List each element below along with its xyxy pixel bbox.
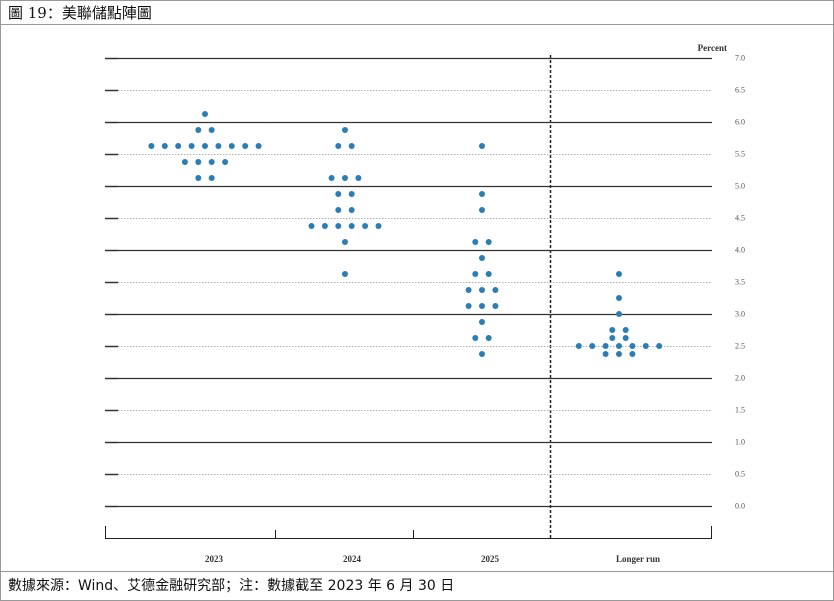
y-tick-label: 1.5 [735,405,745,414]
dot [485,335,492,341]
dot [465,287,472,293]
dot [485,239,492,245]
y-tick-label: 5.0 [735,181,745,190]
dot [175,143,182,149]
dot [589,343,596,349]
dot [222,159,229,165]
dot [616,311,622,317]
dot [629,351,636,357]
dot [609,327,616,333]
dot [472,271,479,277]
dot [479,303,485,309]
dot [335,143,342,149]
dot [242,143,249,149]
dot [602,343,609,349]
y-tick-label: 2.0 [735,373,745,382]
y-axis-label: Percent [698,43,727,53]
dot [348,143,355,149]
dot [492,303,499,309]
dot [202,143,208,149]
dot [616,295,622,301]
dot [148,143,155,149]
dot [195,159,202,165]
dot [609,335,616,341]
y-tick-label: 2.5 [735,341,745,350]
y-tick-label: 0.0 [735,501,745,510]
dot [181,159,188,165]
dot [348,223,355,229]
dot [479,143,485,149]
dot [479,191,485,197]
dot [195,127,202,133]
dot [616,271,622,277]
dot [622,327,629,333]
dot [485,271,492,277]
dot [348,207,355,213]
header: 圖 19：美聯儲點陣圖 [8,4,152,22]
y-tick-label: 1.0 [735,437,745,446]
x-tick-label: 2023 [205,554,224,564]
dot [656,343,663,349]
y-tick-label: 3.0 [735,309,745,318]
dot [616,351,622,357]
dot [355,175,362,181]
y-tick-label: 7.0 [735,53,745,62]
y-tick-label: 6.5 [735,85,745,94]
x-tick-label: 2024 [343,554,362,564]
x-tick-label: Longer run [616,554,660,564]
dot [335,207,342,213]
dot [479,351,485,357]
dot [575,343,582,349]
dot [335,223,342,229]
dot [208,175,215,181]
dot [308,223,315,229]
dot [616,343,622,349]
dot [208,127,215,133]
dot [479,319,485,325]
dot [479,255,485,261]
dot [228,143,235,149]
y-tick-label: 6.0 [735,117,745,126]
dot [195,175,202,181]
y-tick-label: 5.5 [735,149,745,158]
dot [465,303,472,309]
dot [328,175,335,181]
dot [335,191,342,197]
dot [321,223,328,229]
dot [161,143,168,149]
footer: 數據來源：Wind、艾德金融研究部；注：數據截至 2023 年 6 月 30 日 [8,578,454,594]
dot [255,143,262,149]
dot [479,207,485,213]
dot [215,143,222,149]
dot [208,159,215,165]
dot [642,343,649,349]
dot [472,239,479,245]
dot [492,287,499,293]
dot [602,351,609,357]
dot [472,335,479,341]
dot [622,335,629,341]
dot [342,127,348,133]
dot [188,143,195,149]
y-tick-label: 4.0 [735,245,745,254]
dot [362,223,369,229]
y-tick-label: 4.5 [735,213,745,222]
dot [342,239,348,245]
dot [629,343,636,349]
dot [375,223,382,229]
dot [202,111,208,117]
dot [342,271,348,277]
dot [342,175,348,181]
x-tick-label: 2025 [481,554,500,564]
dot [348,191,355,197]
y-tick-label: 0.5 [735,469,745,478]
dot [479,287,485,293]
y-tick-label: 3.5 [735,277,745,286]
